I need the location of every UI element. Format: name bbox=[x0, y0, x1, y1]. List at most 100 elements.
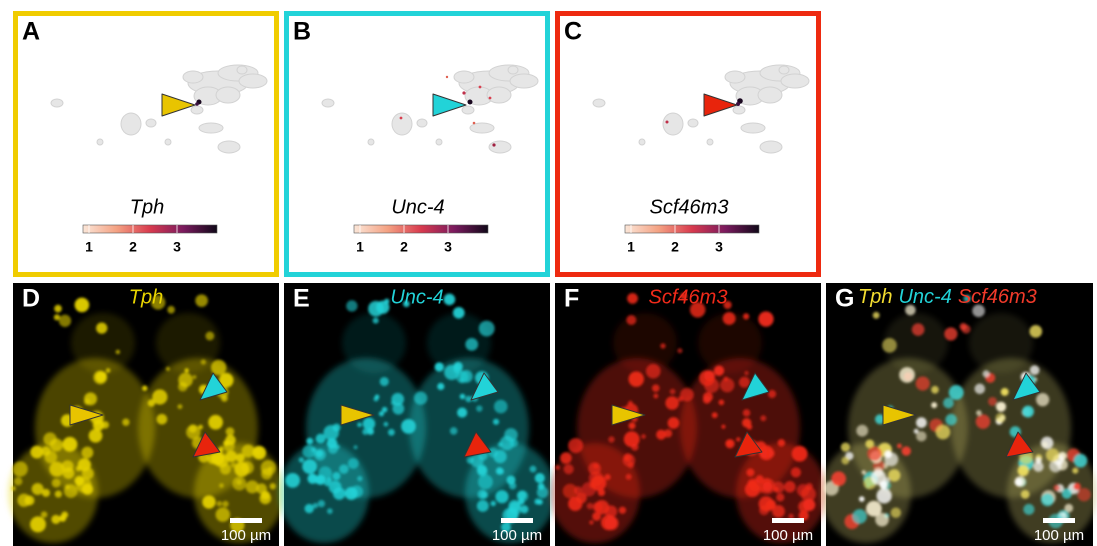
cell bbox=[555, 465, 560, 470]
cell bbox=[152, 389, 167, 404]
cell bbox=[346, 300, 357, 311]
cell bbox=[495, 490, 508, 503]
cell bbox=[605, 474, 611, 480]
cell bbox=[494, 400, 508, 414]
cell bbox=[520, 505, 528, 513]
cell bbox=[465, 338, 478, 351]
cell bbox=[327, 508, 333, 514]
cell bbox=[192, 375, 196, 379]
umap-cluster bbox=[237, 66, 247, 74]
cell bbox=[759, 505, 769, 515]
expressing-cell bbox=[446, 76, 448, 78]
umap-cluster bbox=[322, 99, 334, 107]
cell bbox=[641, 434, 646, 439]
umap-cluster bbox=[733, 106, 745, 114]
cell bbox=[11, 486, 16, 491]
cell bbox=[30, 446, 43, 459]
cell bbox=[509, 500, 521, 512]
umap-cluster bbox=[183, 71, 203, 83]
cell bbox=[142, 386, 147, 391]
expressing-cell bbox=[666, 121, 669, 124]
expressing-cell bbox=[489, 97, 492, 100]
cell bbox=[747, 424, 753, 430]
umap-cluster bbox=[417, 119, 427, 127]
cell bbox=[84, 399, 90, 405]
cell bbox=[357, 422, 362, 427]
cell bbox=[897, 444, 902, 449]
cell bbox=[856, 425, 868, 437]
cell bbox=[75, 298, 90, 313]
cell bbox=[305, 504, 314, 513]
cell bbox=[479, 321, 495, 337]
cell bbox=[587, 503, 594, 510]
cell bbox=[59, 315, 71, 327]
cell bbox=[354, 445, 358, 449]
cell bbox=[538, 483, 545, 490]
cell bbox=[1030, 365, 1040, 375]
cell bbox=[302, 445, 315, 458]
expressing-cell bbox=[492, 143, 495, 146]
cell bbox=[943, 398, 954, 409]
cell bbox=[772, 505, 785, 518]
cell bbox=[899, 367, 915, 383]
cell bbox=[477, 466, 487, 476]
colorbar-tick-label: 2 bbox=[400, 239, 408, 255]
colorbar-tick-label: 3 bbox=[173, 239, 181, 255]
cell bbox=[241, 461, 254, 474]
umap-cluster bbox=[487, 87, 511, 103]
cell bbox=[216, 507, 231, 522]
cell bbox=[1062, 488, 1072, 498]
cell bbox=[563, 484, 578, 499]
cell bbox=[467, 457, 474, 464]
cell bbox=[493, 450, 506, 463]
cell bbox=[1077, 488, 1091, 502]
cell bbox=[500, 436, 514, 450]
umap-cluster bbox=[121, 113, 141, 135]
cell bbox=[595, 500, 610, 515]
scale-bar bbox=[772, 518, 804, 523]
colorbar-tick-label: 1 bbox=[85, 239, 93, 255]
colorbar bbox=[83, 225, 217, 233]
cell bbox=[477, 500, 489, 512]
cell bbox=[219, 483, 224, 488]
cell bbox=[478, 474, 493, 489]
gene-name: Unc-4 bbox=[391, 196, 444, 218]
umap-cluster bbox=[741, 123, 765, 133]
colorbar-tick-label: 2 bbox=[129, 239, 137, 255]
cell bbox=[736, 437, 740, 441]
gene-name: Unc-4 bbox=[390, 286, 443, 308]
scale-bar bbox=[1043, 518, 1075, 523]
cell bbox=[1022, 406, 1034, 418]
cell bbox=[208, 415, 223, 430]
cell bbox=[653, 394, 658, 399]
colorbar-tick-label: 1 bbox=[627, 239, 635, 255]
cell bbox=[363, 418, 376, 431]
cell bbox=[299, 457, 304, 462]
cell bbox=[1023, 504, 1034, 515]
cell bbox=[798, 500, 810, 512]
cell bbox=[974, 384, 985, 395]
cell bbox=[743, 313, 749, 319]
cell bbox=[758, 311, 773, 326]
colorbar-tick-label: 3 bbox=[444, 239, 452, 255]
cell bbox=[988, 397, 997, 406]
cell bbox=[704, 378, 719, 393]
cell bbox=[626, 315, 636, 325]
cell bbox=[712, 412, 718, 418]
cell bbox=[435, 362, 444, 371]
cell bbox=[665, 396, 679, 410]
umap-cluster bbox=[165, 139, 171, 145]
cell bbox=[680, 388, 694, 402]
cell bbox=[626, 474, 632, 480]
cell bbox=[1029, 325, 1042, 338]
cell bbox=[55, 490, 62, 497]
umap-cluster bbox=[368, 139, 374, 145]
cell bbox=[460, 394, 466, 400]
cell bbox=[316, 434, 326, 444]
image-panel: EUnc-4100 µm bbox=[279, 283, 555, 546]
umap-cluster bbox=[51, 99, 63, 107]
figure: ATph123BUnc-4123CScf46m3123DTph100 µmEUn… bbox=[0, 0, 1097, 546]
cell bbox=[588, 462, 601, 475]
